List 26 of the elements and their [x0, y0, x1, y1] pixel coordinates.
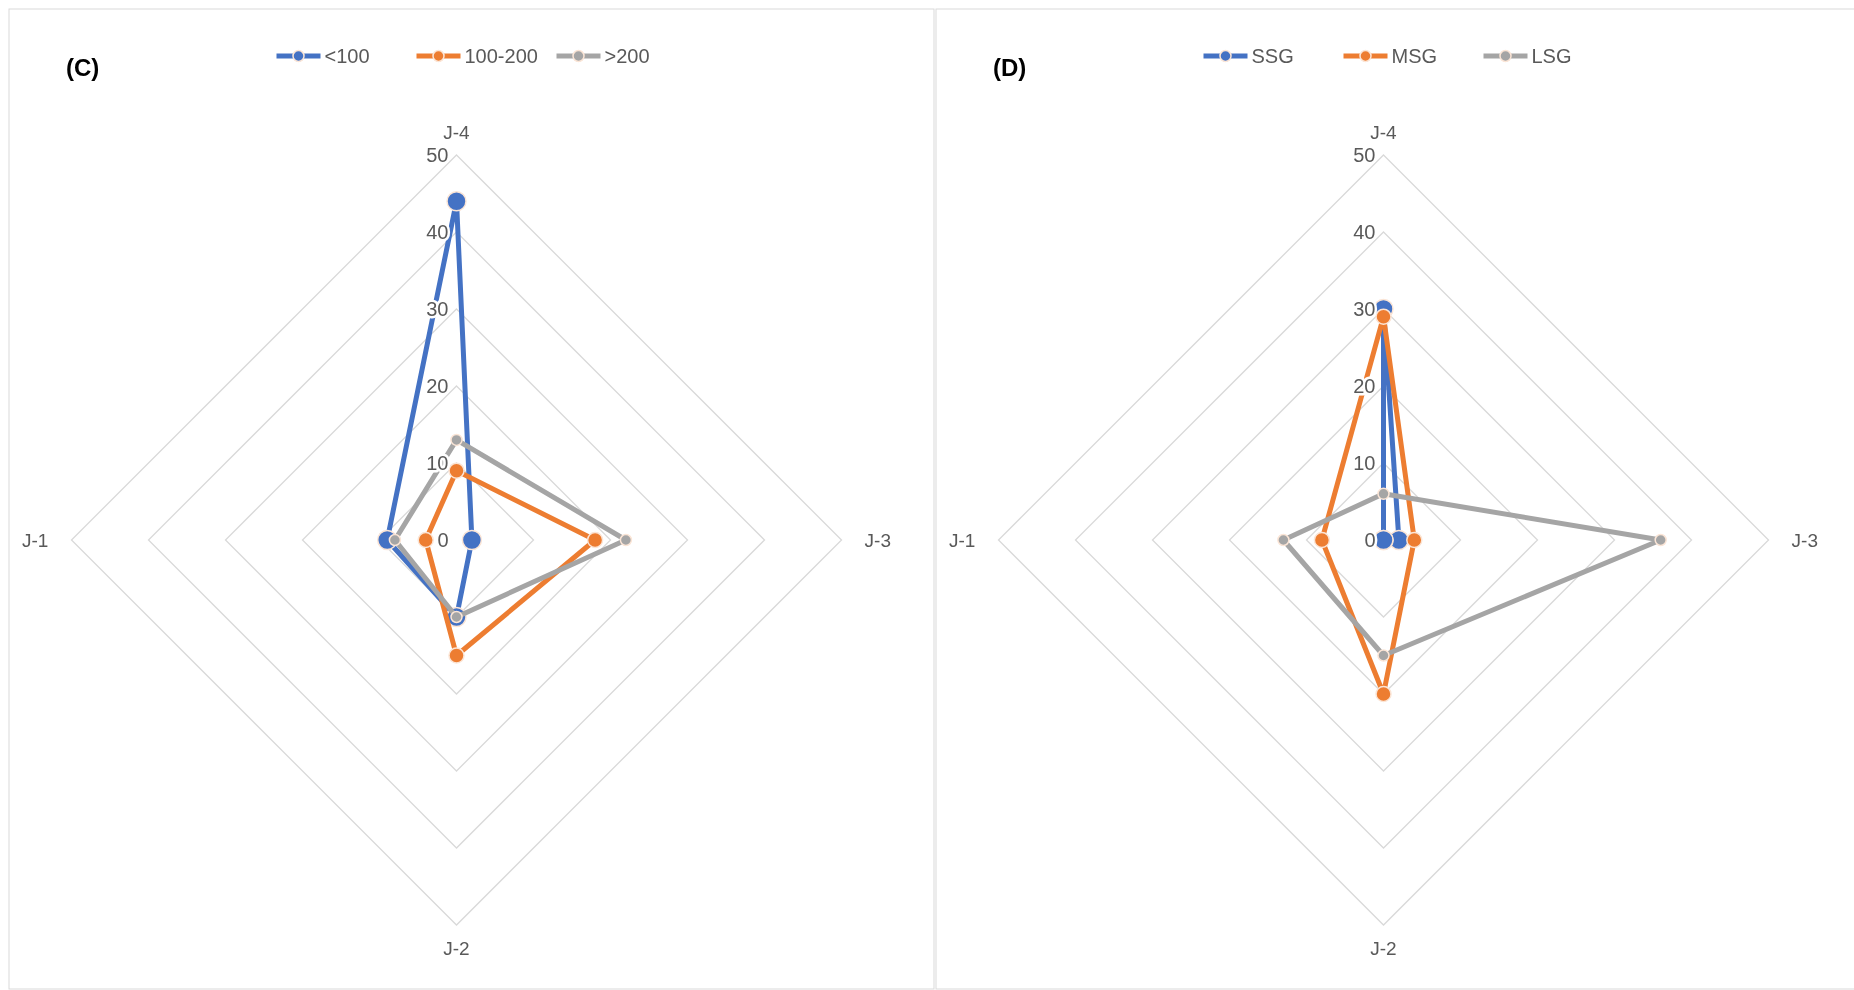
legend-label: <100 [324, 45, 370, 67]
legend-label: >200 [604, 45, 650, 67]
spoke-label: J-2 [1370, 938, 1397, 960]
y-tick-label: 50 [1353, 144, 1376, 166]
y-tick-label: 0 [437, 529, 449, 551]
y-tick-label: 10 [1353, 452, 1376, 474]
y-tick-label: 30 [1353, 298, 1376, 320]
spoke-label: J-1 [948, 530, 976, 551]
y-tick-label: 50 [426, 144, 449, 166]
chart-title: (C) [66, 54, 100, 81]
legend-label: SSG [1251, 45, 1294, 67]
spoke-label: J-3 [864, 530, 892, 551]
legend-label: LSG [1531, 45, 1572, 67]
y-tick-label: 20 [426, 375, 449, 397]
legend-label: MSG [1391, 45, 1438, 67]
y-tick-label: 40 [426, 221, 449, 243]
spoke-label: J-4 [1370, 121, 1398, 143]
y-tick-label: 40 [1353, 221, 1376, 243]
legend-label: 100-200 [464, 45, 538, 67]
spoke-label: J-4 [443, 121, 471, 143]
spoke-label: J-2 [443, 938, 470, 960]
y-tick-label: 10 [426, 452, 449, 474]
y-tick-label: 0 [1364, 529, 1376, 551]
chart-title: (D) [993, 54, 1027, 81]
spoke-label: J-3 [1791, 530, 1819, 551]
spoke-label: J-1 [21, 530, 49, 551]
